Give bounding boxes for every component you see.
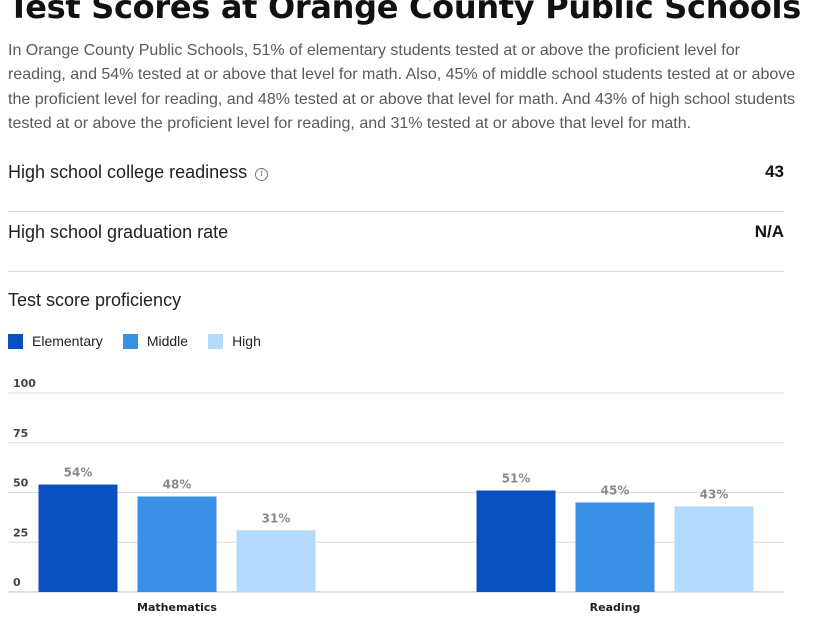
legend-item-middle: Middle xyxy=(122,333,188,349)
chart-legend: Elementary Middle High xyxy=(8,333,281,349)
y-tick-label: 0 xyxy=(13,576,21,589)
stat-value: N/A xyxy=(754,222,784,241)
x-tick-label: Mathematics xyxy=(137,601,217,614)
summary-text: In Orange County Public Schools, 51% of … xyxy=(8,42,796,132)
stat-value: 43 xyxy=(765,162,784,181)
data-label: 51% xyxy=(502,472,531,486)
data-label: 31% xyxy=(262,511,291,525)
stat-label: High school graduation rate xyxy=(8,222,229,242)
legend-swatch xyxy=(208,333,224,349)
bar-high-mathematics xyxy=(236,530,316,592)
stat-row-college-readiness: High school college readiness i 43 xyxy=(8,151,784,212)
stat-label: High school college readiness i xyxy=(8,162,269,183)
bar-elementary-mathematics xyxy=(38,484,118,592)
y-tick-label: 50 xyxy=(13,477,29,490)
legend-swatch xyxy=(122,333,138,349)
x-tick-label: Reading xyxy=(590,601,641,614)
bar-middle-mathematics xyxy=(137,496,217,592)
data-label: 54% xyxy=(64,466,93,480)
legend-item-high: High xyxy=(208,333,261,349)
data-label: 45% xyxy=(601,483,630,497)
bar-high-reading xyxy=(674,506,754,592)
y-tick-label: 25 xyxy=(13,526,28,539)
y-tick-label: 75 xyxy=(13,427,28,440)
page-title: Test Scores at Orange County Public Scho… xyxy=(8,0,801,26)
data-label: 48% xyxy=(163,477,192,491)
data-label: 43% xyxy=(700,487,729,501)
info-icon[interactable]: i xyxy=(255,168,269,181)
chart-title: Test score proficiency xyxy=(8,290,182,310)
legend-swatch xyxy=(8,333,23,349)
y-tick-label: 100 xyxy=(13,377,36,390)
legend-item-elementary: Elementary xyxy=(8,333,103,349)
bar-middle-reading xyxy=(575,502,655,592)
bar-elementary-reading xyxy=(476,490,556,592)
stat-row-graduation-rate: High school graduation rate N/A xyxy=(8,211,784,272)
